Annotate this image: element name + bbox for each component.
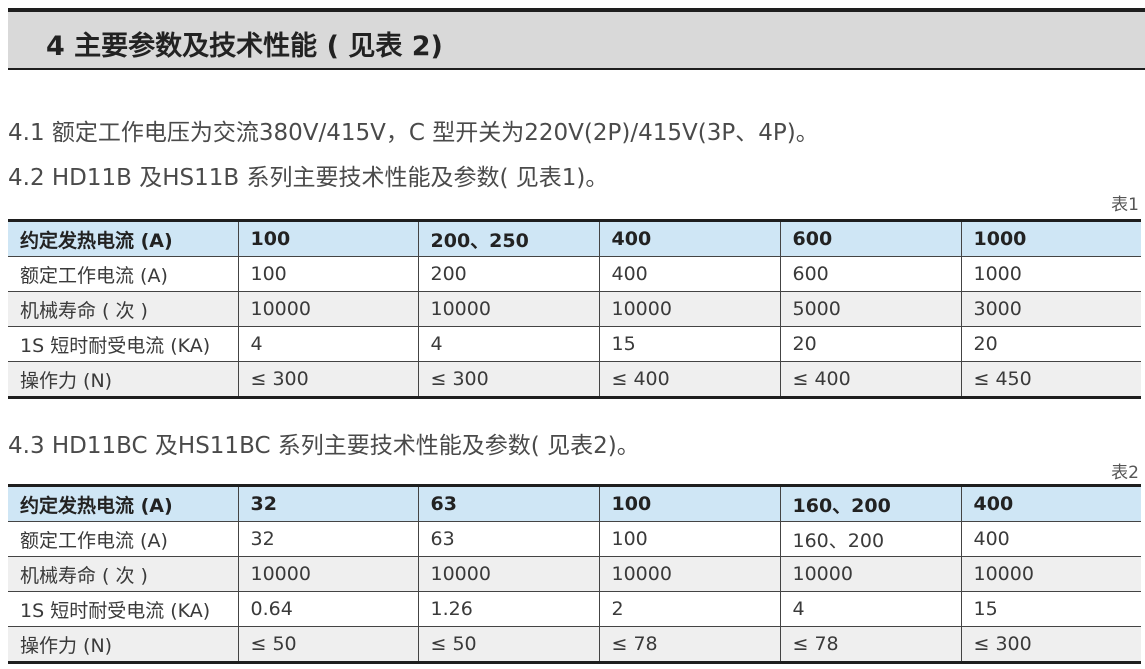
table-cell: 15 [960, 591, 1141, 627]
table-row: 额定工作电流 (A) 100 200 400 600 1000 [8, 256, 1141, 292]
table-cell: 200、250 [417, 220, 599, 257]
table-cell: ≤ 300 [417, 361, 599, 398]
row-label-cell: 额定工作电流 (A) [8, 256, 238, 292]
table-cell: ≤ 78 [598, 626, 780, 663]
paragraph-4-1: 4.1 额定工作电压为交流380V/415V，C 型开关为220V(2P)/41… [8, 120, 819, 146]
table-cell: 400 [598, 256, 780, 292]
table-cell: 100 [598, 485, 780, 522]
table-row: 额定工作电流 (A) 32 63 100 160、200 400 [8, 521, 1141, 557]
table-cell: 10000 [237, 556, 418, 592]
paragraph-4-3: 4.3 HD11BC 及HS11BC 系列主要技术性能及参数( 见表2)。 [8, 433, 640, 459]
table-cell: 20 [960, 326, 1141, 362]
table-cell: 600 [779, 220, 961, 257]
table-cell: 10000 [598, 556, 780, 592]
table-cell: 4 [237, 326, 418, 362]
table-cell: 63 [417, 521, 599, 557]
table-cell: 10000 [417, 291, 599, 327]
row-label-cell: 1S 短时耐受电流 (KA) [8, 591, 238, 627]
table-cell: 100 [237, 220, 418, 257]
row-label-cell: 操作力 (N) [8, 361, 238, 398]
row-label-cell: 机械寿命 ( 次 ) [8, 556, 238, 592]
table-header-row: 约定发热电流 (A) 100 200、250 400 600 1000 [8, 220, 1141, 257]
table-row: 操作力 (N) ≤ 300 ≤ 300 ≤ 400 ≤ 400 ≤ 450 [8, 361, 1141, 398]
table-cell: 600 [779, 256, 961, 292]
table-cell: 160、200 [779, 485, 961, 522]
table-cell: 32 [237, 485, 418, 522]
table-row: 1S 短时耐受电流 (KA) 0.64 1.26 2 4 15 [8, 591, 1141, 627]
table-cell: 63 [417, 485, 599, 522]
table-cell: 100 [598, 521, 780, 557]
row-label-cell: 机械寿命 ( 次 ) [8, 291, 238, 327]
section-title: 4 主要参数及技术性能 ( 见表 2) [46, 31, 443, 62]
table-row: 操作力 (N) ≤ 50 ≤ 50 ≤ 78 ≤ 78 ≤ 300 [8, 626, 1141, 663]
table-cell: ≤ 400 [598, 361, 780, 398]
table-cell: ≤ 50 [417, 626, 599, 663]
table-cell: 10000 [779, 556, 961, 592]
table-cell: ≤ 300 [237, 361, 418, 398]
table-cell: 1000 [960, 220, 1141, 257]
table-cell: ≤ 450 [960, 361, 1141, 398]
row-label-cell: 操作力 (N) [8, 626, 238, 663]
table-2: 约定发热电流 (A) 32 63 100 160、200 400 额定工作电流 (A) 32 6… [8, 484, 1141, 664]
row-label-cell: 约定发热电流 (A) [8, 485, 238, 522]
table-cell: ≤ 78 [779, 626, 961, 663]
table-cell: 400 [960, 521, 1141, 557]
table-cell: 10000 [960, 556, 1141, 592]
table-cell: 400 [960, 485, 1141, 522]
table-cell: 20 [779, 326, 961, 362]
table-header-row: 约定发热电流 (A) 32 63 100 160、200 400 [8, 485, 1141, 522]
table-cell: 1.26 [417, 591, 599, 627]
table-cell: ≤ 300 [960, 626, 1141, 663]
table-cell: ≤ 50 [237, 626, 418, 663]
table-1: 约定发热电流 (A) 100 200、250 400 600 1000 额定工作电流 (A)… [8, 219, 1141, 399]
table-cell: 200 [417, 256, 599, 292]
row-label-cell: 约定发热电流 (A) [8, 220, 238, 257]
table-cell: 0.64 [237, 591, 418, 627]
row-label-cell: 1S 短时耐受电流 (KA) [8, 326, 238, 362]
table-cell: 2 [598, 591, 780, 627]
table-cell: 4 [779, 591, 961, 627]
table-row: 1S 短时耐受电流 (KA) 4 4 15 20 20 [8, 326, 1141, 362]
paragraph-4-2: 4.2 HD11B 及HS11B 系列主要技术性能及参数( 见表1)。 [8, 165, 609, 191]
table-cell: 10000 [598, 291, 780, 327]
table-cell: 100 [237, 256, 418, 292]
table-cell: 5000 [779, 291, 961, 327]
table2-label: 表2 [1111, 463, 1139, 483]
table-cell: 32 [237, 521, 418, 557]
table-cell: ≤ 400 [779, 361, 961, 398]
section-header: 4 主要参数及技术性能 ( 见表 2) [8, 8, 1145, 70]
table-cell: 160、200 [779, 521, 961, 557]
table-cell: 15 [598, 326, 780, 362]
table-cell: 10000 [417, 556, 599, 592]
table-cell: 1000 [960, 256, 1141, 292]
table-cell: 10000 [237, 291, 418, 327]
table-row: 机械寿命 ( 次 ) 10000 10000 10000 5000 3000 [8, 291, 1141, 327]
table-cell: 4 [417, 326, 599, 362]
table1-label: 表1 [1111, 195, 1139, 215]
table-row: 机械寿命 ( 次 ) 10000 10000 10000 10000 10000 [8, 556, 1141, 592]
table-cell: 3000 [960, 291, 1141, 327]
row-label-cell: 额定工作电流 (A) [8, 521, 238, 557]
table-cell: 400 [598, 220, 780, 257]
